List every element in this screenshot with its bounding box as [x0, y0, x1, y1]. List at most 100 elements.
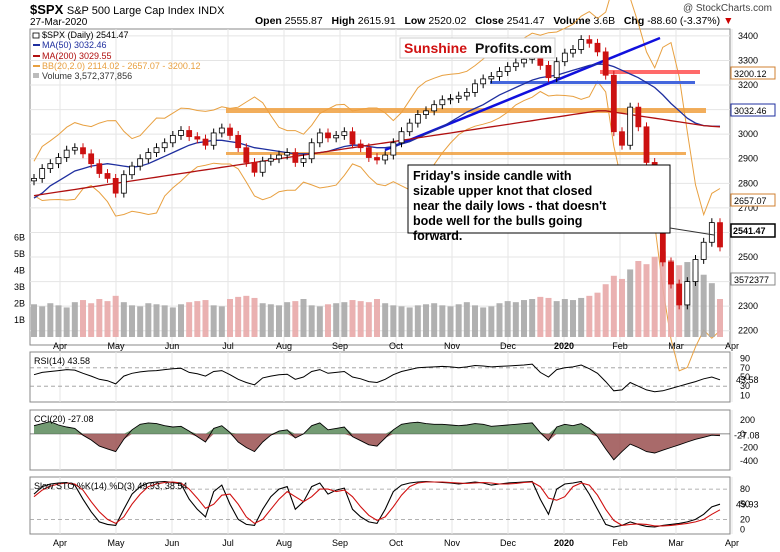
price-tick-label: 2700	[738, 203, 758, 213]
volume-value: 3.6B	[593, 15, 616, 27]
price-swatch	[32, 32, 40, 39]
logo-part1: Sunshine	[404, 40, 467, 56]
candle-body	[218, 127, 225, 134]
low-value: 2520.02	[428, 15, 467, 27]
rsi-tick-label: 90	[740, 354, 750, 364]
candle-body	[96, 163, 103, 174]
ma200-line	[33, 110, 721, 197]
price-tags: 3200.12 3032.46 2657.07 2541.47 3572377	[730, 66, 776, 286]
month-label-bottom: Oct	[389, 538, 404, 548]
high-value: 2615.91	[357, 15, 396, 27]
candle-body	[472, 83, 478, 93]
price-tick-label: 2900	[738, 154, 758, 164]
legend: $SPX (Daily) 2541.47 MA(50) 3032.46 MA(2…	[32, 30, 200, 81]
candle-body	[382, 154, 389, 161]
candle-body	[570, 49, 576, 54]
volume-bar	[276, 305, 282, 337]
annotation-text: Friday's inside candle with sizable upper…	[413, 169, 607, 243]
volume-tick-label: 4B	[14, 266, 25, 276]
volume-bar	[512, 302, 519, 337]
volume-bar	[390, 305, 397, 337]
volume-bar	[104, 301, 111, 337]
volume-bar	[521, 300, 527, 337]
volume-bar	[267, 304, 274, 337]
month-label-bottom: Jul	[222, 538, 234, 548]
candle-body	[586, 39, 593, 44]
candle-body	[717, 222, 723, 248]
volume-bar	[406, 307, 413, 337]
volume-bar	[316, 306, 323, 337]
candle-body	[333, 135, 340, 139]
volume-bar	[137, 306, 144, 337]
rsi-panel-frame	[29, 351, 731, 403]
volume-bar	[610, 275, 617, 337]
candle-body	[708, 222, 715, 243]
volume-bar	[414, 305, 421, 337]
month-label-top: Apr	[725, 341, 739, 351]
support-zone-3035	[226, 108, 706, 113]
annotation-line: near the daily lows - that doesn't	[413, 199, 607, 213]
sto-k-line	[33, 480, 721, 528]
volume-bar	[227, 299, 233, 337]
volume-bar	[692, 271, 699, 337]
volume-bar	[431, 303, 438, 337]
exchange: INDX	[198, 5, 225, 17]
annotation-box: Friday's inside candle with sizable upper…	[407, 164, 715, 243]
candle-body	[423, 110, 429, 115]
volume-bar	[439, 305, 446, 337]
support-zone-2850	[226, 152, 686, 155]
volume-bar	[202, 300, 209, 337]
candle-body	[700, 241, 707, 260]
volume-bar	[480, 307, 487, 337]
volume-bar	[55, 305, 62, 337]
month-label-top: Aug	[276, 341, 292, 351]
candle-body	[431, 104, 438, 112]
volume-bar	[578, 297, 585, 337]
candle-body	[120, 174, 127, 194]
indicator-lines	[30, 363, 730, 528]
volume-bar	[153, 304, 160, 337]
volume-bar	[561, 299, 568, 337]
candle-body	[31, 178, 37, 182]
volume-bar	[594, 292, 601, 337]
candle-body	[194, 136, 201, 140]
legend-price: $SPX (Daily) 2541.47	[42, 30, 129, 40]
month-label-top: Dec	[500, 341, 517, 351]
volume-bar	[635, 261, 642, 337]
price-tick-label: 3000	[738, 129, 758, 139]
tag-bb-mid: 2657.07	[734, 196, 767, 206]
annotation-pointer	[669, 227, 715, 236]
candle-body	[504, 66, 511, 72]
month-label-top: Oct	[389, 341, 404, 351]
candle-body	[341, 131, 348, 136]
volume-bar	[218, 306, 225, 337]
annotation-line: bode well for the bulls going	[413, 214, 582, 228]
candle-body	[365, 147, 372, 158]
month-label-bottom: Sep	[332, 538, 348, 548]
close-label: Close	[475, 15, 504, 27]
volume-bar	[112, 295, 119, 337]
ohlc-bar: Open 2555.87 High 2615.91 Low 2520.02 Cl…	[255, 15, 733, 27]
volume-bar	[504, 301, 511, 337]
rsi-value-label: 43.58	[736, 375, 759, 385]
annotation-line: Friday's inside candle with	[413, 169, 572, 183]
candle-body	[259, 160, 266, 173]
volume-bar	[472, 305, 478, 337]
candle-body	[668, 261, 674, 285]
candle-body	[88, 153, 95, 165]
candle-body	[398, 131, 405, 144]
month-label-bottom: Dec	[500, 538, 517, 548]
volume-tick-label: 5B	[14, 249, 25, 259]
candle-body	[202, 138, 209, 146]
volume-bar	[357, 301, 364, 337]
candle-body	[178, 130, 184, 136]
volume-bar	[161, 305, 168, 337]
candle-body	[300, 158, 307, 163]
volume-bar	[349, 300, 356, 337]
candle-body	[349, 131, 356, 145]
volume-bar	[129, 305, 135, 337]
volume-bar	[251, 297, 258, 337]
symbol: $SPX	[30, 2, 64, 17]
candle-body	[463, 92, 470, 97]
volume-tick-label: 3B	[14, 282, 25, 292]
